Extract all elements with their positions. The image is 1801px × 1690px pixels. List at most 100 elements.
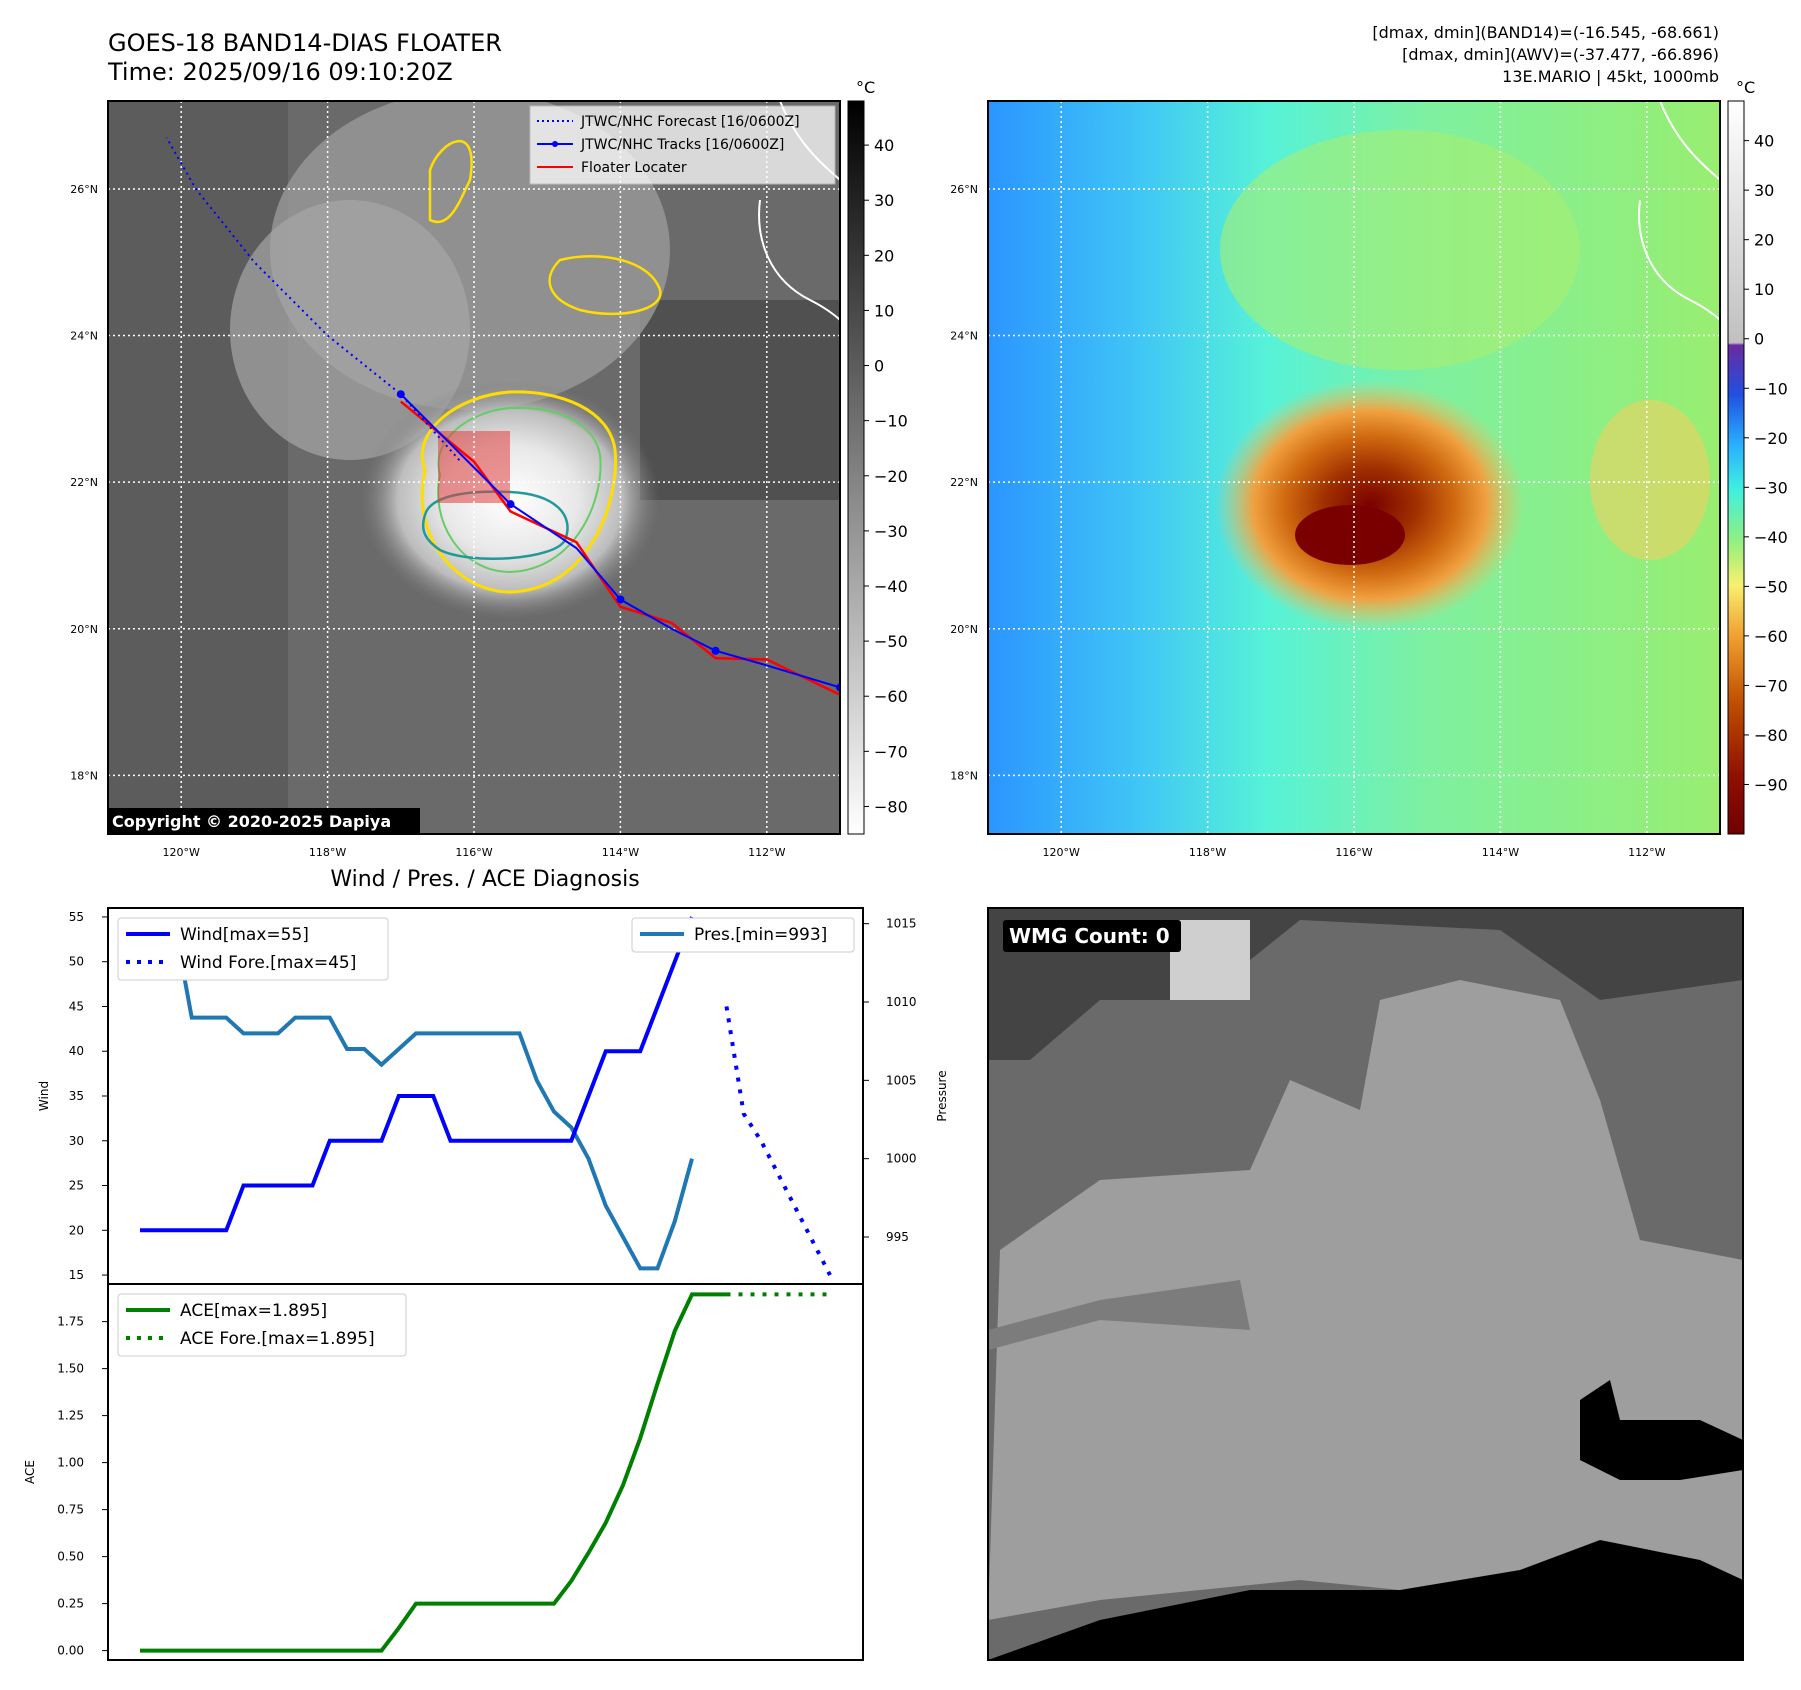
ace-tick-label: 0.75 [57, 1503, 84, 1517]
colorbar-tick-label: −10 [874, 412, 908, 431]
pressure-axis-label: Pressure [935, 1070, 949, 1121]
awv-gridlines [988, 101, 1720, 834]
storm-cloud-color [1215, 380, 1525, 630]
floater-locater-line [400, 400, 840, 696]
ace-legend: ACE[max=1.895] ACE Fore.[max=1.895] [117, 1293, 407, 1357]
colorbar-tick-label: 10 [1754, 280, 1774, 299]
lat-label: 22°N [950, 476, 978, 489]
awv-lat-labels: 26°N 24°N 22°N 20°N 18°N [950, 183, 978, 782]
pressure-tick-label: 1005 [886, 1073, 917, 1087]
track-point [396, 390, 405, 399]
colorbar-tick-label: −10 [1754, 379, 1788, 398]
colorbar-tick-label: −80 [1754, 726, 1788, 745]
legend-pressure: Pres.[min=993] [694, 925, 827, 945]
colorbar-tick-label: −70 [1754, 676, 1788, 695]
legend-floater: Floater Locater [581, 160, 687, 176]
color-colorbar-units: °C [1736, 78, 1755, 97]
lat-label: 22°N [70, 476, 98, 489]
lat-label: 20°N [70, 623, 98, 636]
lon-label: 114°W [1482, 846, 1519, 859]
colorbar-tick-label: 20 [1754, 231, 1774, 250]
band14-map: 26°N 24°N 22°N 20°N 18°N 120°W 118°W 116°W 114°… [70, 100, 841, 859]
color-colorbar: °C 40 30 20 10 0 −10 −20 −30 −40 −50 −60 −70 −80 −90 [1727, 78, 1788, 835]
wind-line [140, 916, 694, 1233]
legend-wind: Wind[max=55] [180, 925, 309, 945]
band14-frame [107, 100, 841, 835]
awv-frame [987, 100, 1721, 835]
legend-ace: ACE[max=1.895] [180, 1301, 327, 1321]
colorbar-tick-label: −20 [874, 467, 908, 486]
lon-label: 118°W [309, 846, 346, 859]
colorbar-tick-label: −30 [1754, 478, 1788, 497]
gray-colorbar-units: °C [856, 78, 875, 97]
ace-tick-label: 0.00 [57, 1644, 84, 1658]
info-line3: 13E.MARIO | 45kt, 1000mb [1502, 67, 1719, 86]
lon-label: 114°W [602, 846, 639, 859]
wind-forecast-line [724, 1006, 832, 1276]
ace-tick-label: 1.25 [57, 1409, 84, 1423]
colorbar-tick-label: −70 [874, 742, 908, 761]
pressure-tick-label: 1000 [886, 1152, 917, 1166]
wmg-panel: WMG Count: 0 [987, 907, 1744, 1661]
map-legend: JTWC/NHC Forecast [16/0600Z] JTWC/NHC Tr… [529, 105, 836, 185]
lat-label: 24°N [70, 330, 98, 343]
colorbar-tick-label: −40 [1754, 528, 1788, 547]
wmg-count-label: WMG Count: 0 [1009, 924, 1170, 948]
colorbar-tick-label: −60 [874, 687, 908, 706]
lat-label: 20°N [950, 623, 978, 636]
ace-tick-label: 0.50 [57, 1550, 84, 1564]
lat-label: 26°N [70, 183, 98, 196]
wind-tick-label: 35 [69, 1089, 84, 1103]
figure-title-line1: GOES-18 BAND14-DIAS FLOATER [108, 29, 502, 57]
ace-tick-label: 0.25 [57, 1597, 84, 1611]
lat-label: 18°N [950, 769, 978, 782]
pressure-tick-label: 1010 [886, 995, 917, 1009]
colorbar-tick-label: 30 [1754, 181, 1774, 200]
yellow-contour [420, 390, 618, 594]
colorbar-tick-label: 10 [874, 301, 894, 320]
lon-label: 116°W [455, 846, 492, 859]
colorbar-tick-label: 0 [874, 357, 884, 376]
wind-axis-ticks: 15 20 25 30 35 40 45 50 55 [69, 910, 108, 1282]
band14-lon-labels: 120°W 118°W 116°W 114°W 112°W [163, 846, 786, 859]
pressure-axis-ticks: 995 1000 1005 1010 1015 [863, 917, 917, 1244]
lon-label: 112°W [748, 846, 785, 859]
colorbar-tick-label: 40 [874, 136, 894, 155]
lat-label: 18°N [70, 769, 98, 782]
copyright-label: Copyright © 2020-2025 Dapiya [112, 812, 391, 831]
lon-label: 118°W [1189, 846, 1226, 859]
pressure-legend: Pres.[min=993] [631, 917, 855, 953]
track-point [506, 500, 515, 509]
wind-tick-label: 15 [69, 1268, 84, 1282]
gray-colorbar: °C 40 30 20 10 0 −10 −20 −30 −40 −50 −60 −70 −80 [847, 78, 908, 835]
wind-tick-label: 30 [69, 1134, 84, 1148]
coastline-right [1638, 101, 1720, 321]
legend-forecast: JTWC/NHC Forecast [16/0600Z] [580, 114, 800, 130]
info-line1: [dmax, dmin](BAND14)=(-16.545, -68.661) [1372, 23, 1719, 42]
lon-label: 116°W [1335, 846, 1372, 859]
lon-label: 120°W [1043, 846, 1080, 859]
lon-label: 112°W [1628, 846, 1665, 859]
wind-axis-label: Wind [37, 1081, 51, 1111]
colorbar-tick-label: −30 [874, 522, 908, 541]
legend-tracks: JTWC/NHC Tracks [16/0600Z] [580, 137, 784, 153]
wind-tick-label: 55 [69, 910, 84, 924]
wind-tick-label: 25 [69, 1179, 84, 1193]
lon-label: 120°W [163, 846, 200, 859]
wind-tick-label: 50 [69, 955, 84, 969]
ace-line [140, 1292, 727, 1653]
colorbar-tick-label: −90 [1754, 775, 1788, 794]
colorbar-tick-label: −50 [1754, 577, 1788, 596]
wind-tick-label: 20 [69, 1223, 84, 1237]
band14-lat-labels: 26°N 24°N 22°N 20°N 18°N [70, 183, 98, 782]
wind-tick-label: 40 [69, 1044, 84, 1058]
wind-tick-label: 45 [69, 999, 84, 1013]
colorbar-tick-label: 40 [1754, 132, 1774, 151]
pressure-line [140, 921, 694, 1271]
awv-map: 26°N 24°N 22°N 20°N 18°N 120°W 118°W 116°W 114°… [950, 100, 1721, 859]
track-points [396, 390, 840, 692]
legend-ace-forecast: ACE Fore.[max=1.895] [180, 1329, 375, 1349]
lat-label: 26°N [950, 183, 978, 196]
legend-wind-forecast: Wind Fore.[max=45] [180, 953, 356, 973]
